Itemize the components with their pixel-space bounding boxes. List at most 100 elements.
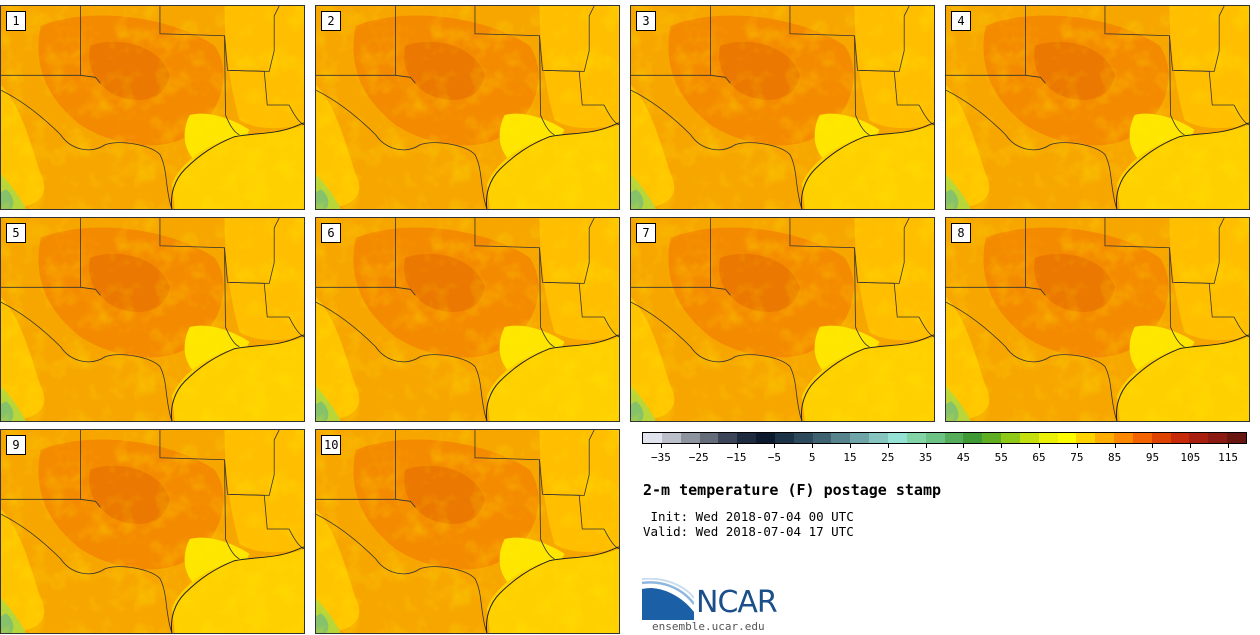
colorbar-cell [850,433,870,443]
colorbar-tick [1190,444,1192,448]
colorbar-tick [887,444,889,448]
colorbar-cell [944,433,964,443]
ncar-logo-icon [642,578,694,620]
colorbar-cell [925,433,945,443]
temperature-map [946,218,1249,421]
colorbar-tick-label: −5 [767,451,781,464]
ensemble-member-panel: 10 [315,429,620,634]
temperature-map [316,430,619,633]
colorbar-scale [642,432,1247,444]
colorbar-tick [1001,444,1003,448]
colorbar-tick-label: −25 [688,451,709,464]
colorbar-cell [756,433,775,443]
colorbar-cell [812,433,832,443]
temperature-map [316,6,619,209]
colorbar-tick-label: 15 [843,451,857,464]
colorbar-cell [718,433,738,443]
temperature-colorbar: −35 −25 −15 −5 5 15 25 35 45 55 65 75 85 95 105 115 [642,432,1248,467]
ensemble-member-panel: 3 [630,5,935,210]
member-number-label: 7 [636,223,656,243]
colorbar-cell [793,433,813,443]
ensemble-member-panel: 2 [315,5,620,210]
colorbar-tick-label: 105 [1180,451,1201,464]
colorbar-tick-label: 115 [1218,451,1239,464]
temperature-map [1,430,304,633]
ensemble-member-panel: 8 [945,217,1250,422]
member-number-label: 3 [636,11,656,31]
colorbar-cell [963,433,983,443]
colorbar-tick-label: 65 [1032,451,1046,464]
colorbar-cell [699,433,719,443]
colorbar-tick-label: 5 [808,451,816,464]
colorbar-tick [774,444,776,448]
valid-time: Valid: Wed 2018-07-04 17 UTC [643,524,854,539]
temperature-map [316,218,619,421]
ensemble-member-panel: 9 [0,429,305,634]
ensemble-member-panel: 1 [0,5,305,210]
colorbar-tick-label: 35 [918,451,933,464]
member-number-label: 4 [951,11,971,31]
colorbar-cell [661,433,681,443]
colorbar-cell [1151,433,1171,443]
colorbar-cell [869,433,888,443]
ensemble-member-panel: 7 [630,217,935,422]
colorbar-cell [1114,433,1133,443]
colorbar-cell [1227,433,1246,443]
plot-title: 2-m temperature (F) postage stamp [643,481,942,499]
init-time: Init: Wed 2018-07-04 00 UTC [643,509,854,524]
colorbar-tick-label: 75 [1070,451,1084,464]
colorbar-cell [680,433,700,443]
colorbar-cell [643,433,662,443]
ensemble-member-panel: 6 [315,217,620,422]
colorbar-tick-label: 85 [1108,451,1122,464]
colorbar-tick [736,444,738,448]
colorbar-tick [660,444,662,448]
colorbar-tick-label: −15 [726,451,747,464]
temperature-map [1,218,304,421]
ensemble-member-panel: 4 [945,5,1250,210]
colorbar-cell [831,433,851,443]
colorbar-cell [1001,433,1020,443]
ncar-logo-text: NCAR [696,585,778,620]
colorbar-cell [1132,433,1152,443]
colorbar-tick [698,444,700,448]
colorbar-tick [925,444,927,448]
colorbar-cell [906,433,926,443]
temperature-map [631,6,934,209]
colorbar-tick-label: −35 [650,451,671,464]
colorbar-cell [1038,433,1058,443]
colorbar-cell [887,433,907,443]
colorbar-cell [1208,433,1228,443]
ensemble-member-panel: 5 [0,217,305,422]
colorbar-tick-label: 25 [881,451,895,464]
colorbar-cell [1095,433,1115,443]
ncar-url: ensemble.ucar.edu [652,620,765,633]
colorbar-tick [1076,444,1078,448]
member-number-label: 2 [321,11,341,31]
member-number-label: 6 [321,223,341,243]
colorbar-tick [1152,444,1154,448]
member-number-label: 9 [6,435,26,455]
member-number-label: 1 [6,11,26,31]
colorbar-cell [1019,433,1039,443]
colorbar-cell [774,433,794,443]
colorbar-cell [1189,433,1209,443]
colorbar-tick [812,444,814,448]
colorbar-cell [982,433,1002,443]
colorbar-tick-label: 55 [994,451,1008,464]
colorbar-cell [1057,433,1077,443]
member-number-label: 10 [321,435,342,455]
colorbar-tick-label: 45 [956,451,971,464]
temperature-map [1,6,304,209]
temperature-map [631,218,934,421]
member-number-label: 8 [951,223,971,243]
colorbar-tick [1114,444,1116,448]
colorbar-cell [1076,433,1096,443]
temperature-map [946,6,1249,209]
colorbar-cell [737,433,757,443]
colorbar-tick [1228,444,1230,448]
colorbar-tick [849,444,851,448]
colorbar-cell [1170,433,1190,443]
colorbar-tick [1039,444,1041,448]
colorbar-tick-label: 95 [1145,451,1160,464]
